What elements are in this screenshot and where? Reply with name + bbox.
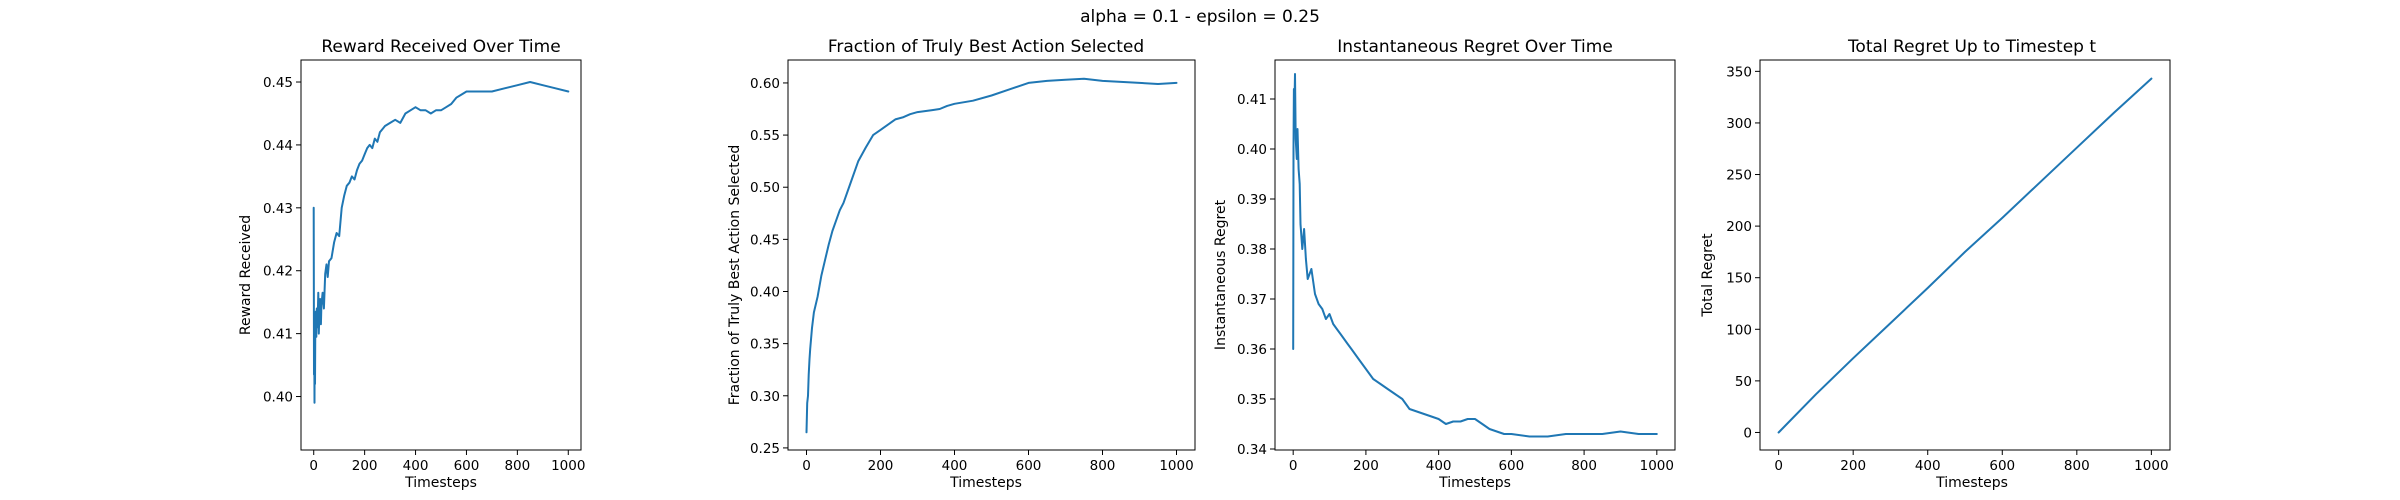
x-tick-label: 800 [1090, 458, 1116, 474]
x-tick-label: 0 [1774, 458, 1783, 474]
y-tick-label: 0.43 [263, 201, 293, 217]
x-tick-label: 1000 [551, 458, 585, 474]
x-tick-label: 0 [309, 458, 318, 474]
y-tick-label: 350 [1726, 64, 1752, 80]
x-axis-label: Timesteps [1935, 475, 2008, 491]
y-tick-label: 50 [1735, 374, 1752, 390]
y-axis-label: Instantaneous Regret [1213, 199, 1229, 350]
x-tick-label: 1000 [2134, 458, 2168, 474]
chart-title: Fraction of Truly Best Action Selected [828, 37, 1144, 57]
x-tick-label: 600 [1498, 458, 1524, 474]
plot-frame [1274, 59, 1676, 451]
x-tick-label: 600 [1016, 458, 1042, 474]
x-tick-label: 800 [2064, 458, 2090, 474]
x-tick-label: 600 [454, 458, 480, 474]
x-tick-label: 200 [868, 458, 894, 474]
reward-received-panel: Reward Received Over Time Timesteps Rewa… [238, 37, 585, 491]
y-tick-label: 0.37 [1237, 292, 1267, 308]
chart-title: Reward Received Over Time [321, 37, 560, 57]
y-tick-label: 0.55 [750, 128, 780, 144]
chart-title: Total Regret Up to Timestep t [1847, 37, 2096, 57]
y-tick-label: 0.36 [1237, 342, 1267, 358]
x-tick-label: 200 [1353, 458, 1379, 474]
y-tick-label: 0.30 [750, 389, 780, 405]
plot-frame [1759, 59, 2171, 451]
y-axis-label: Total Regret [1700, 233, 1716, 318]
x-tick-label: 400 [403, 458, 429, 474]
x-tick-label: 0 [1289, 458, 1298, 474]
y-tick-label: 0.38 [1237, 242, 1267, 258]
x-axis-label: Timesteps [949, 475, 1022, 491]
instantaneous-regret-panel: Instantaneous Regret Over Time Timesteps… [1213, 37, 1676, 491]
y-tick-label: 0.41 [1237, 92, 1267, 108]
y-tick-label: 0.60 [750, 76, 780, 92]
x-tick-label: 800 [504, 458, 530, 474]
series-line [1292, 73, 1658, 438]
x-tick-label: 200 [352, 458, 378, 474]
y-tick-label: 0.45 [750, 232, 780, 248]
total-regret-panel: Total Regret Up to Timestep t Timesteps … [1700, 37, 2171, 491]
x-tick-label: 400 [1426, 458, 1452, 474]
y-tick-label: 0.25 [750, 441, 780, 457]
y-tick-label: 250 [1726, 168, 1752, 184]
y-tick-label: 300 [1726, 116, 1752, 132]
y-tick-label: 0.42 [263, 264, 293, 280]
x-tick-label: 200 [1840, 458, 1866, 474]
fraction-best-action-panel: Fraction of Truly Best Action Selected T… [727, 37, 1196, 491]
x-tick-label: 800 [1571, 458, 1597, 474]
series-line [805, 77, 1178, 434]
y-tick-label: 0.35 [1237, 392, 1267, 408]
series-line [312, 81, 570, 404]
x-tick-label: 0 [802, 458, 811, 474]
y-axis-label: Fraction of Truly Best Action Selected [727, 145, 743, 405]
y-tick-label: 150 [1726, 271, 1752, 287]
y-tick-label: 0 [1743, 425, 1752, 441]
y-tick-label: 0.34 [1237, 442, 1267, 458]
y-tick-label: 100 [1726, 322, 1752, 338]
y-tick-label: 0.40 [263, 390, 293, 406]
y-axis-label: Reward Received [238, 215, 254, 335]
x-axis-label: Timesteps [404, 475, 477, 491]
y-tick-label: 0.50 [750, 180, 780, 196]
x-tick-label: 400 [1915, 458, 1941, 474]
figure-suptitle: alpha = 0.1 - epsilon = 0.25 [1080, 7, 1320, 27]
x-tick-label: 600 [1989, 458, 2015, 474]
plot-frame [787, 59, 1196, 451]
y-tick-label: 0.40 [1237, 142, 1267, 158]
x-tick-label: 1000 [1640, 458, 1674, 474]
y-tick-label: 0.40 [750, 284, 780, 300]
y-tick-label: 0.44 [263, 138, 293, 154]
series-line [1777, 77, 2153, 434]
chart-title: Instantaneous Regret Over Time [1337, 37, 1613, 57]
plot-frame [300, 59, 582, 451]
y-tick-label: 0.35 [750, 337, 780, 353]
x-axis-label: Timesteps [1438, 475, 1511, 491]
y-tick-label: 0.41 [263, 327, 293, 343]
y-tick-label: 0.39 [1237, 192, 1267, 208]
y-tick-label: 200 [1726, 219, 1752, 235]
x-tick-label: 400 [942, 458, 968, 474]
x-tick-label: 1000 [1159, 458, 1193, 474]
y-tick-label: 0.45 [263, 75, 293, 91]
